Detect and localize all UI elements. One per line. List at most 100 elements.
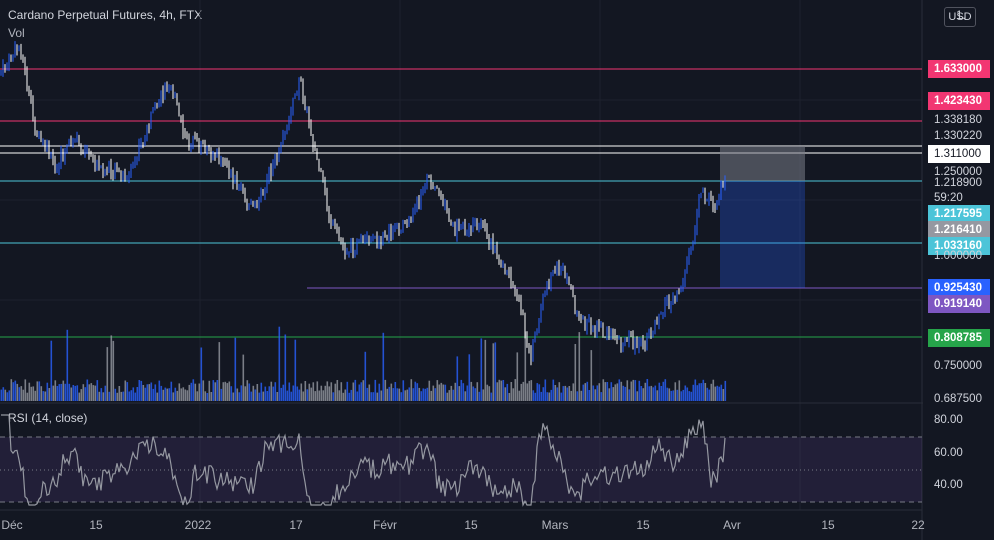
volume-bar	[140, 380, 143, 401]
time-label: 15	[636, 518, 650, 532]
volume-bar	[616, 383, 619, 401]
volume-bar	[624, 386, 627, 401]
price-level-label: 0.925430	[928, 279, 990, 297]
volume-bar	[304, 381, 307, 401]
volume-bar	[414, 381, 417, 401]
volume-bar	[618, 379, 621, 401]
volume-bar	[100, 388, 103, 401]
volume-bar	[568, 386, 571, 401]
volume-bar	[608, 388, 611, 401]
position-stop-zone[interactable]	[720, 146, 805, 181]
volume-bar	[418, 387, 421, 401]
volume-bar	[592, 385, 595, 401]
volume-bar	[724, 380, 727, 401]
volume-bar	[158, 380, 161, 401]
volume-bar	[134, 392, 137, 401]
volume-bar	[220, 388, 223, 401]
price-level-label: 1.218900	[934, 177, 982, 189]
volume-bar	[506, 383, 509, 401]
volume-bar	[702, 379, 705, 401]
position-target-zone[interactable]	[720, 181, 805, 288]
volume-bar	[398, 388, 401, 401]
volume-bar	[238, 392, 241, 401]
volume-bar	[620, 381, 623, 401]
volume-bar	[690, 391, 693, 401]
volume-bar	[668, 388, 671, 401]
volume-bar	[126, 382, 129, 401]
volume-bar	[366, 387, 369, 401]
volume-bar	[664, 379, 667, 401]
volume-bar	[174, 387, 177, 401]
volume-bar	[52, 385, 55, 401]
volume-bar	[216, 380, 219, 401]
time-label: 15	[464, 518, 478, 532]
volume-bar	[204, 391, 207, 401]
volume-bar	[30, 386, 33, 401]
volume-bar	[384, 379, 387, 401]
volume-bar	[382, 332, 385, 401]
volume-bar	[336, 380, 339, 401]
volume-bar	[712, 379, 715, 401]
volume-bar	[390, 383, 393, 401]
volume-bar	[208, 380, 211, 401]
volume-bar	[128, 391, 131, 401]
volume-bar	[518, 390, 521, 401]
volume-bar	[468, 354, 471, 401]
currency-button[interactable]: USD	[944, 7, 976, 27]
volume-bar	[94, 385, 97, 401]
volume-bar	[282, 384, 285, 401]
volume-bar	[706, 387, 709, 401]
volume-bar	[344, 389, 347, 401]
volume-bar	[566, 387, 569, 401]
volume-bar	[408, 387, 411, 401]
volume-bar	[250, 391, 253, 401]
volume-bar	[290, 391, 293, 401]
volume-bar	[284, 334, 287, 401]
volume-bar	[352, 382, 355, 401]
volume-bar	[136, 387, 139, 401]
volume-bar	[184, 389, 187, 401]
volume-bar	[224, 381, 227, 401]
volume-bar	[498, 379, 501, 401]
volume-bar	[516, 352, 519, 401]
volume-bar	[564, 385, 567, 401]
volume-legend: Vol	[8, 26, 25, 40]
volume-bar	[536, 383, 539, 401]
price-axis[interactable]	[923, 0, 994, 510]
volume-bar	[324, 385, 327, 401]
volume-bar	[350, 389, 353, 401]
volume-bar	[180, 388, 183, 401]
volume-bar	[262, 391, 265, 401]
volume-bar	[636, 391, 639, 401]
volume-bar	[24, 379, 27, 401]
volume-bar	[110, 335, 113, 401]
volume-bar	[116, 392, 119, 401]
volume-bar	[448, 390, 451, 401]
volume-bar	[334, 383, 337, 401]
volume-bar	[26, 392, 29, 401]
volume-bar	[88, 384, 91, 401]
volume-bar	[210, 392, 213, 401]
volume-bar	[560, 392, 563, 401]
volume-bar	[42, 391, 45, 401]
price-level-label: 59:20	[934, 192, 963, 204]
volume-bar	[178, 383, 181, 401]
volume-bar	[6, 392, 9, 401]
volume-bar	[596, 385, 599, 401]
volume-bar	[556, 387, 559, 401]
price-level-label: 1.216410	[928, 221, 990, 239]
volume-bar	[484, 339, 487, 401]
volume-bar	[546, 392, 549, 401]
price-level-label: 1.330220	[934, 130, 982, 142]
grid	[0, 0, 922, 510]
volume-bar	[652, 387, 655, 401]
volume-bar	[122, 391, 125, 401]
volume-bar	[96, 380, 99, 401]
volume-bar	[300, 383, 303, 401]
volume-bar	[84, 387, 87, 401]
volume-bar	[222, 382, 225, 401]
volume-bar	[274, 382, 277, 401]
volume-bar	[442, 384, 445, 401]
volume-bar	[60, 383, 63, 401]
